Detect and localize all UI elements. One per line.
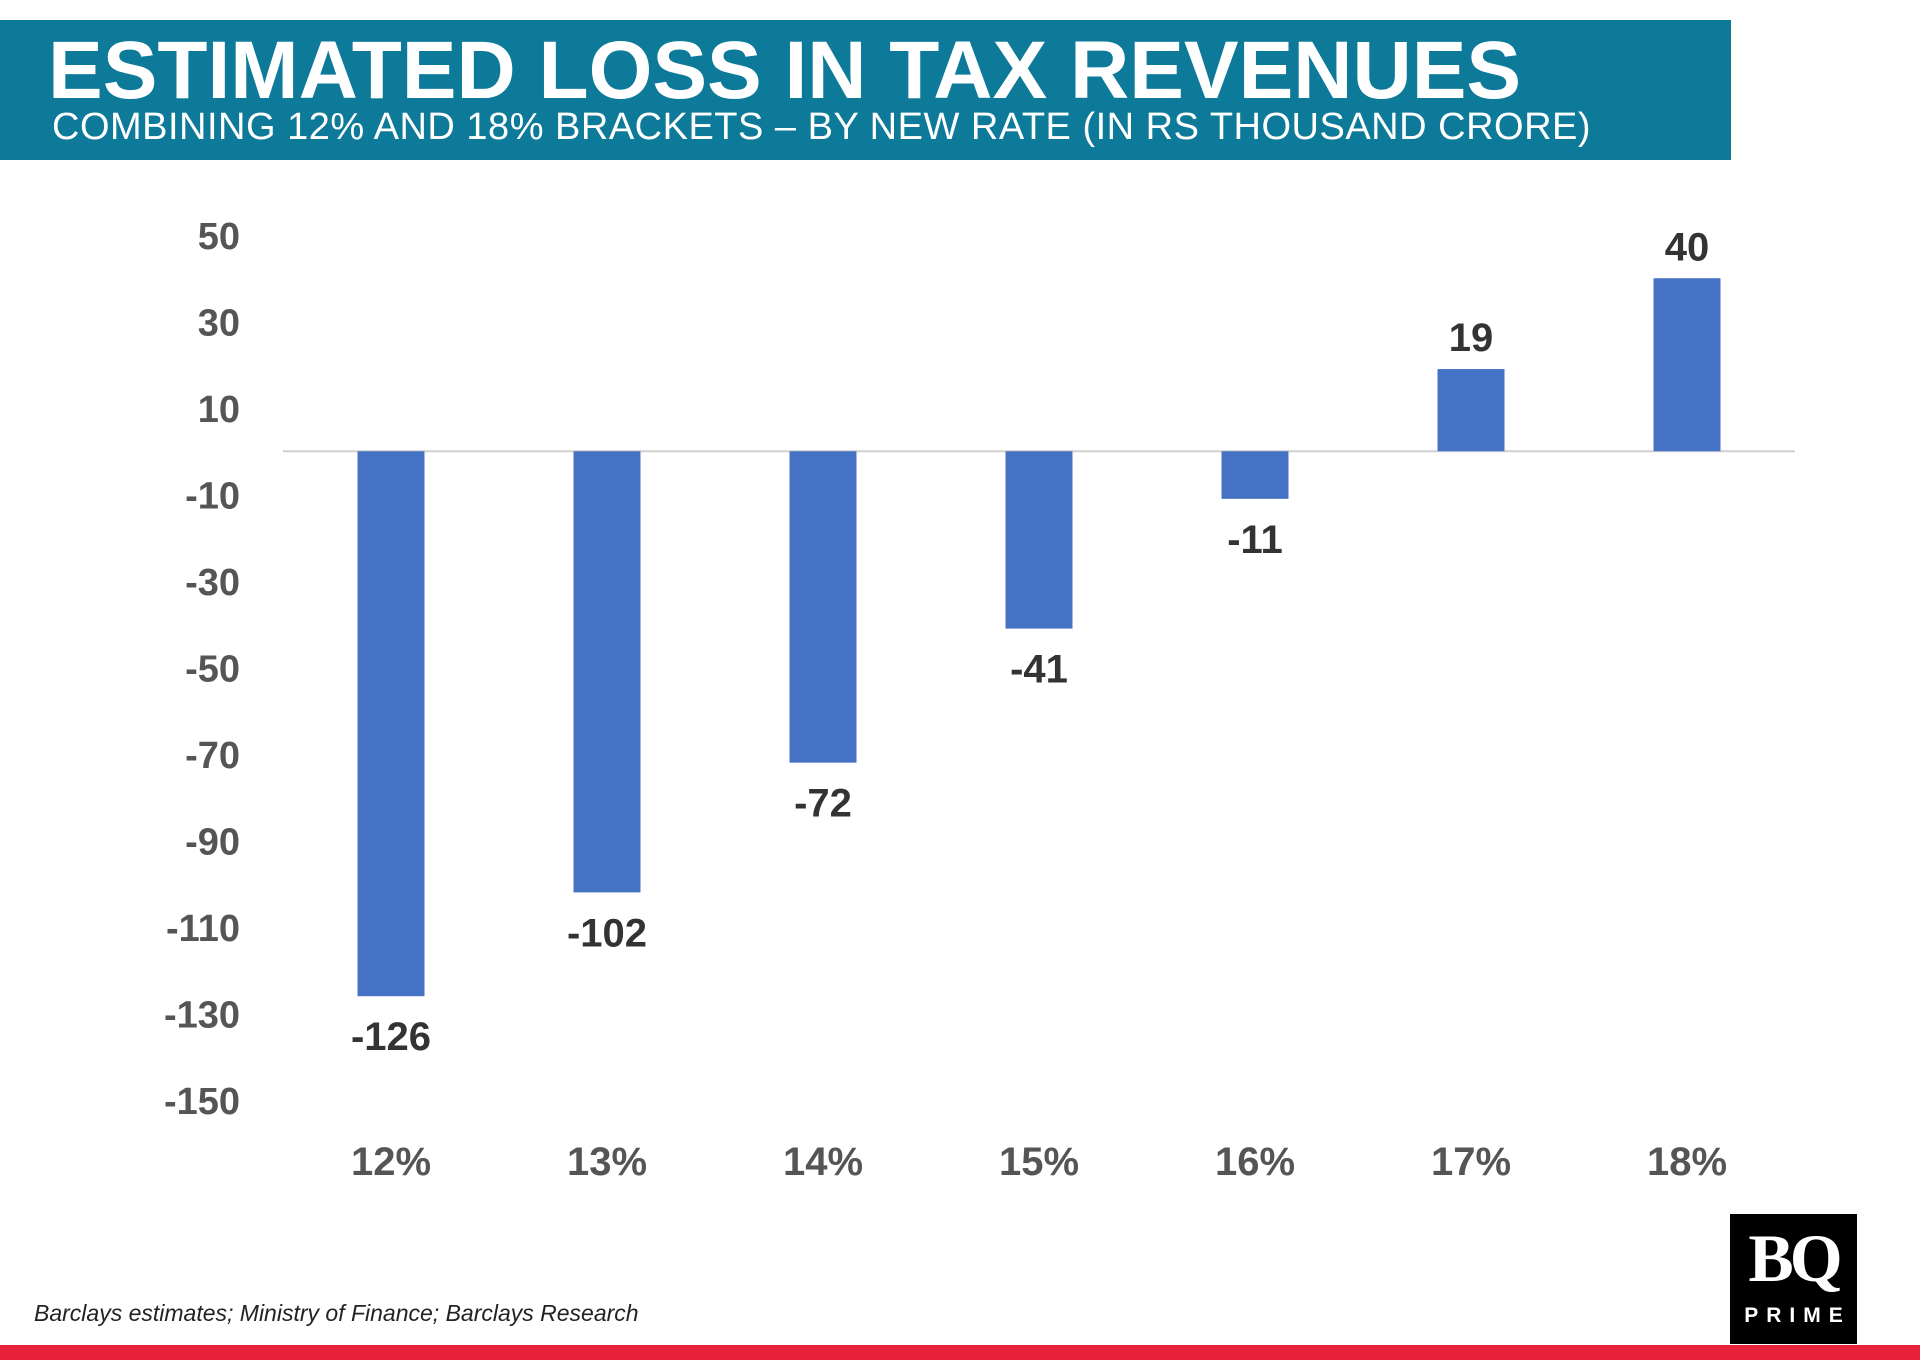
y-tick-label: 10 xyxy=(198,389,240,431)
data-label: -11 xyxy=(1227,518,1283,562)
bar-14pct xyxy=(789,451,857,763)
data-label: 19 xyxy=(1449,316,1494,360)
data-label: -72 xyxy=(794,782,852,826)
header-banner: ESTIMATED LOSS IN TAX REVENUES COMBINING… xyxy=(0,20,1731,160)
data-label: -126 xyxy=(351,1015,431,1059)
y-tick-label: -110 xyxy=(166,908,240,950)
chart-title: ESTIMATED LOSS IN TAX REVENUES xyxy=(48,25,1522,116)
bar-18pct xyxy=(1653,278,1721,452)
x-tick-label: 15% xyxy=(999,1140,1079,1184)
data-label: -41 xyxy=(1010,648,1068,692)
y-tick-label: -30 xyxy=(185,562,240,604)
bar-16pct xyxy=(1221,451,1289,499)
y-tick-label: 30 xyxy=(198,303,240,345)
data-label: -102 xyxy=(567,911,647,955)
x-tick-label: 18% xyxy=(1647,1140,1727,1184)
bottom-accent-bar xyxy=(0,1345,1920,1360)
y-tick-label: 50 xyxy=(198,216,240,258)
x-tick-label: 12% xyxy=(351,1140,431,1184)
x-tick-label: 13% xyxy=(567,1140,647,1184)
bar-17pct xyxy=(1437,369,1505,452)
bar-chart: 50 30 10 -10 -30 -50 -70 -90 -110 -130 -150 -126 12%… xyxy=(164,216,1795,1184)
source-note: Barclays estimates; Ministry of Finance;… xyxy=(34,1300,639,1326)
y-tick-label: -90 xyxy=(185,822,240,864)
x-tick-label: 16% xyxy=(1215,1140,1295,1184)
y-tick-label: -10 xyxy=(185,476,240,518)
bar-12pct xyxy=(357,451,425,997)
chart-subtitle: COMBINING 12% AND 18% BRACKETS – BY NEW … xyxy=(52,106,1592,148)
y-tick-label: -50 xyxy=(185,649,240,691)
bar-13pct xyxy=(573,451,641,893)
y-tick-label: -70 xyxy=(185,735,240,777)
y-tick-label: -130 xyxy=(164,995,240,1037)
logo-text: PRIME xyxy=(1744,1304,1851,1327)
logo-mark: BQ xyxy=(1748,1220,1842,1296)
bq-prime-logo: BQ PRIME xyxy=(1730,1214,1857,1344)
y-tick-label: -150 xyxy=(164,1081,240,1123)
bar-15pct xyxy=(1005,451,1073,629)
x-tick-label: 14% xyxy=(783,1140,863,1184)
x-tick-label: 17% xyxy=(1431,1140,1511,1184)
data-label: 40 xyxy=(1665,225,1710,269)
